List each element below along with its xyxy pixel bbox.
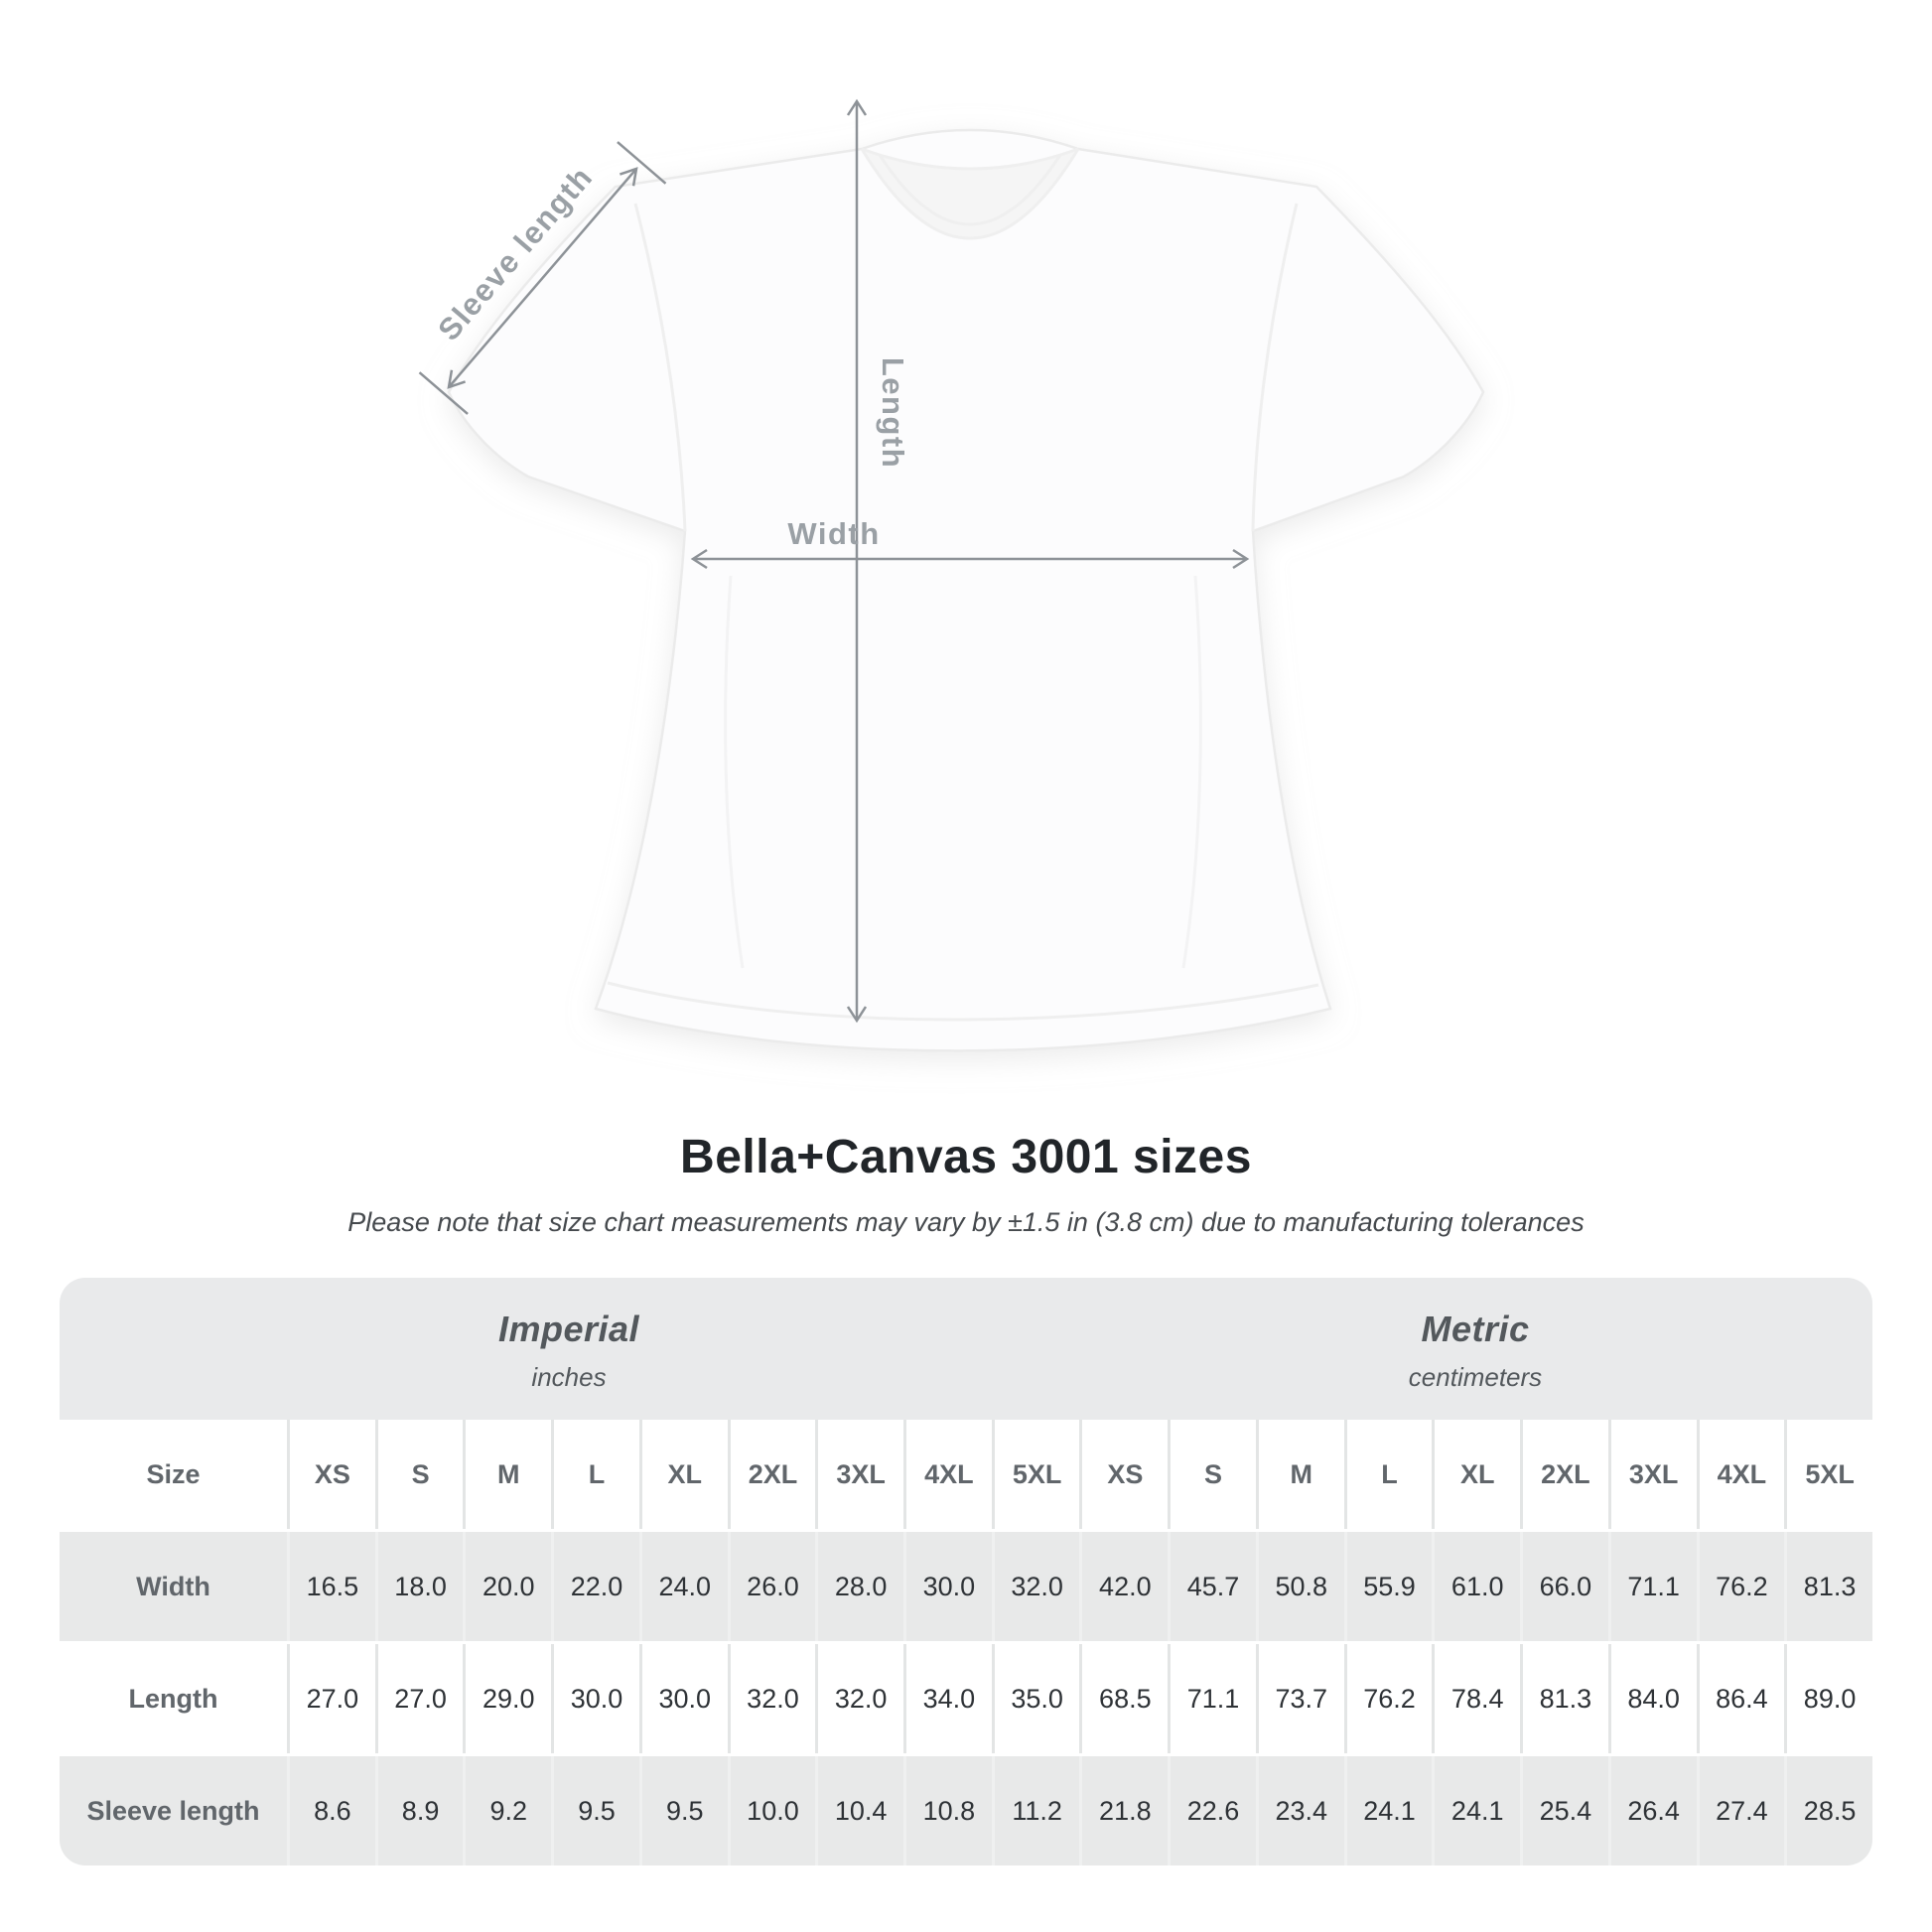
length-label: Length	[876, 357, 910, 469]
table-cell: 55.9	[1343, 1532, 1433, 1641]
table-cell: 18.0	[374, 1532, 464, 1641]
table-cell: 8.9	[374, 1756, 464, 1865]
tshirt-illustration	[447, 128, 1485, 1052]
table-cell: 10.0	[727, 1756, 816, 1865]
size-col-header: XS	[1079, 1420, 1168, 1529]
table-row-width: Width 16.5 18.0 20.0 22.0 24.0 26.0 28.0…	[60, 1532, 1872, 1641]
table-cell: 71.1	[1168, 1644, 1256, 1753]
table-cell: 24.1	[1432, 1756, 1520, 1865]
size-col-header: 2XL	[1520, 1420, 1608, 1529]
size-col-header: M	[463, 1420, 551, 1529]
size-table: Imperial inches Metric centimeters Size …	[60, 1278, 1872, 1865]
table-cell: 32.0	[727, 1644, 816, 1753]
sleeve-length-dimension-arrow	[418, 141, 667, 415]
table-cell: 20.0	[463, 1532, 551, 1641]
table-cell: 30.0	[638, 1644, 728, 1753]
length-dimension-arrow	[846, 98, 868, 1024]
table-cell: 8.6	[287, 1756, 375, 1865]
corner-header: Size	[146, 1458, 201, 1489]
table-cell: 16.5	[287, 1532, 375, 1641]
table-cell: 22.6	[1168, 1756, 1256, 1865]
table-cell: 86.4	[1696, 1644, 1785, 1753]
table-cell: 30.0	[903, 1532, 992, 1641]
table-cell: 22.0	[551, 1532, 639, 1641]
table-cell: 9.5	[551, 1756, 639, 1865]
table-cell: 23.4	[1255, 1756, 1344, 1865]
size-col-header: 4XL	[903, 1420, 992, 1529]
page-title: Bella+Canvas 3001 sizes	[680, 1131, 1252, 1183]
size-col-header: XL	[638, 1420, 728, 1529]
table-cell: 9.5	[638, 1756, 728, 1865]
table-cell: 34.0	[903, 1644, 992, 1753]
table-cell: 61.0	[1432, 1532, 1520, 1641]
table-cell: 24.1	[1343, 1756, 1433, 1865]
size-col-header: 5XL	[1784, 1420, 1872, 1529]
table-cell: 28.5	[1784, 1756, 1872, 1865]
table-cell: 76.2	[1343, 1644, 1433, 1753]
table-cell: 24.0	[638, 1532, 728, 1641]
width-label: Width	[787, 516, 880, 551]
row-label: Width	[136, 1571, 210, 1601]
table-cell: 32.0	[815, 1644, 903, 1753]
table-cell: 28.0	[815, 1532, 903, 1641]
imperial-group-title: Imperial	[497, 1309, 640, 1349]
size-col-header: XS	[287, 1420, 375, 1529]
row-label: Sleeve length	[86, 1795, 260, 1826]
table-cell: 81.3	[1784, 1532, 1872, 1641]
table-cell: 29.0	[463, 1644, 551, 1753]
unit-group-band: Imperial inches Metric centimeters	[60, 1278, 1872, 1420]
table-cell: 78.4	[1432, 1644, 1520, 1753]
table-cell: 25.4	[1520, 1756, 1608, 1865]
table-cell: 50.8	[1255, 1532, 1344, 1641]
table-row-length: Length 27.0 27.0 29.0 30.0 30.0 32.0 32.…	[60, 1644, 1872, 1753]
table-cell: 26.4	[1607, 1756, 1697, 1865]
table-cell: 10.8	[903, 1756, 992, 1865]
table-cell: 68.5	[1079, 1644, 1168, 1753]
size-col-header: 3XL	[815, 1420, 903, 1529]
table-cell: 73.7	[1255, 1644, 1344, 1753]
metric-group: Metric centimeters	[1078, 1278, 1872, 1420]
table-cell: 89.0	[1784, 1644, 1872, 1753]
table-cell: 27.0	[287, 1644, 375, 1753]
size-col-header: M	[1255, 1420, 1344, 1529]
table-cell: 32.0	[991, 1532, 1080, 1641]
table-cell: 84.0	[1607, 1644, 1697, 1753]
table-cell: 45.7	[1168, 1532, 1256, 1641]
table-cell: 76.2	[1696, 1532, 1785, 1641]
tshirt-measurement-diagram: Length Width Sleeve length	[418, 98, 1485, 1052]
table-cell: 10.4	[815, 1756, 903, 1865]
width-dimension-arrow	[690, 548, 1250, 570]
table-cell: 35.0	[991, 1644, 1080, 1753]
imperial-group: Imperial inches	[60, 1278, 1078, 1420]
size-col-header: 4XL	[1696, 1420, 1785, 1529]
size-col-header: 5XL	[991, 1420, 1080, 1529]
table-cell: 27.4	[1696, 1756, 1785, 1865]
table-cell: 11.2	[991, 1756, 1080, 1865]
table-cell: 27.0	[374, 1644, 464, 1753]
row-label: Length	[128, 1683, 218, 1714]
size-col-header: S	[1168, 1420, 1256, 1529]
imperial-group-unit: inches	[531, 1362, 607, 1392]
table-cell: 66.0	[1520, 1532, 1608, 1641]
table-cell: 71.1	[1607, 1532, 1697, 1641]
table-cell: 42.0	[1079, 1532, 1168, 1641]
size-col-header: 3XL	[1607, 1420, 1697, 1529]
table-cell: 9.2	[463, 1756, 551, 1865]
table-cell: 30.0	[551, 1644, 639, 1753]
table-cell: 26.0	[727, 1532, 816, 1641]
size-col-header: XL	[1432, 1420, 1520, 1529]
size-col-header: 2XL	[727, 1420, 816, 1529]
table-cell: 21.8	[1079, 1756, 1168, 1865]
size-header-row: Size XS S M L XL 2XL 3XL 4XL 5XL XS S M …	[60, 1420, 1872, 1529]
size-col-header: S	[374, 1420, 464, 1529]
size-col-header: L	[1343, 1420, 1433, 1529]
table-row-sleeve-length: Sleeve length 8.6 8.9 9.2 9.5 9.5 10.0 1…	[60, 1756, 1872, 1865]
page-subtitle: Please note that size chart measurements…	[347, 1207, 1585, 1237]
size-col-header: L	[551, 1420, 639, 1529]
metric-group-unit: centimeters	[1408, 1362, 1543, 1392]
table-cell: 81.3	[1520, 1644, 1608, 1753]
metric-group-title: Metric	[1421, 1309, 1530, 1349]
